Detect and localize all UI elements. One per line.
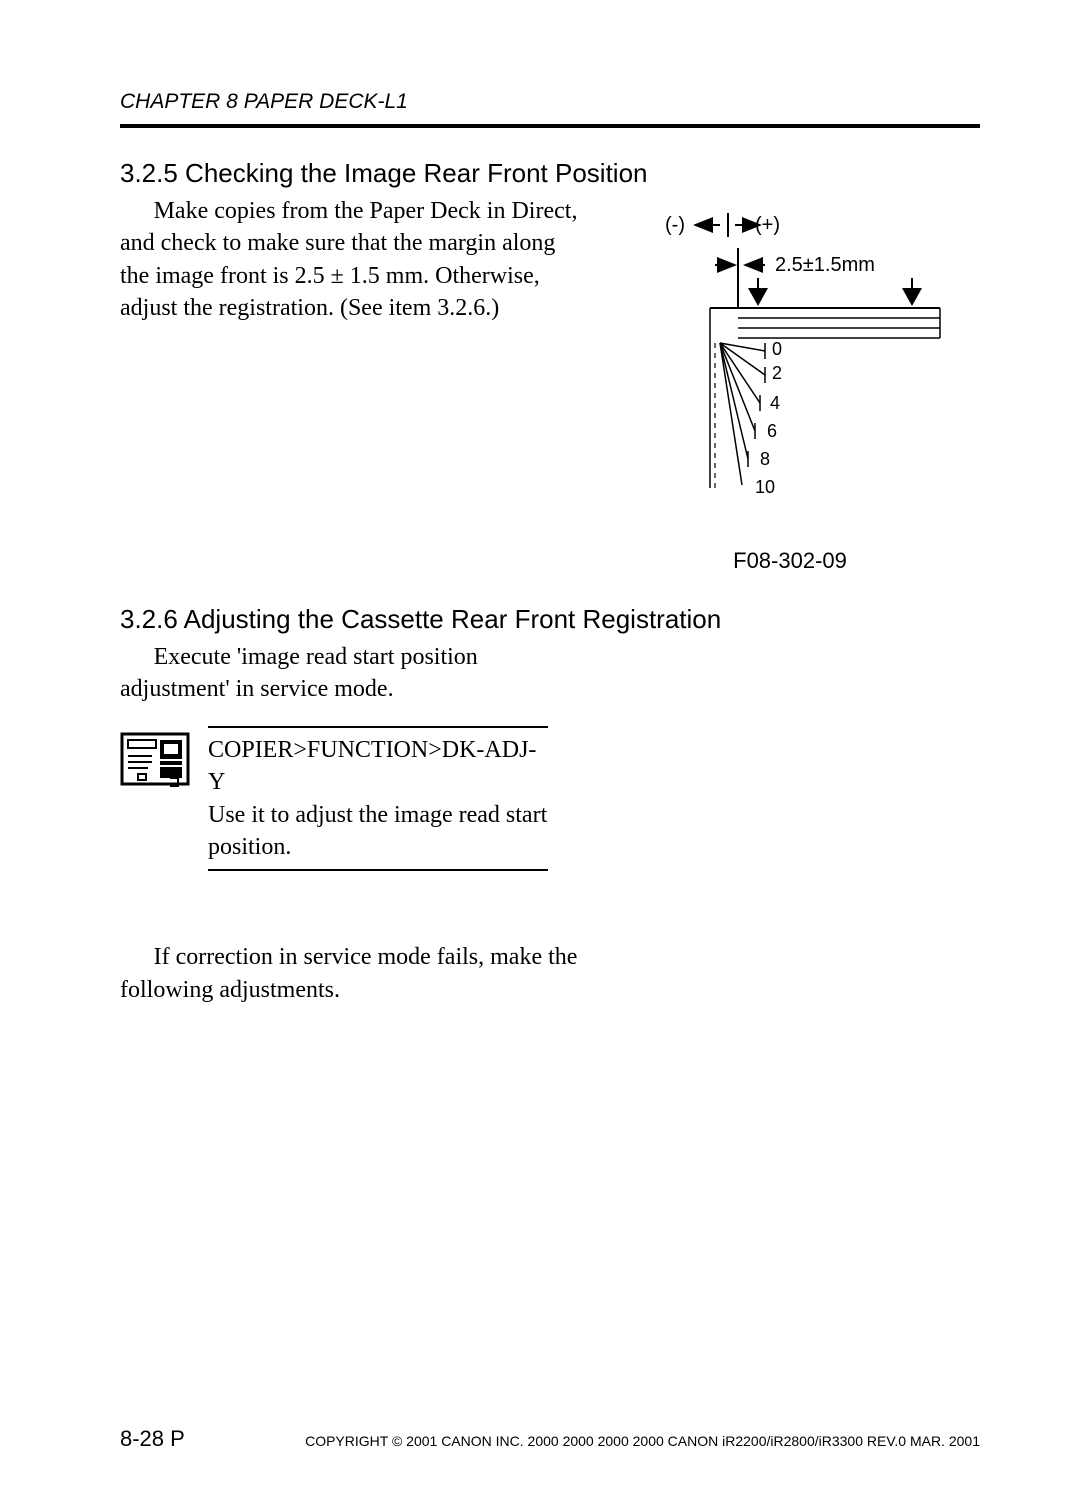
header-rule [120, 124, 980, 128]
figure-caption: F08-302-09 [620, 548, 960, 574]
minus-label: (-) [665, 214, 685, 236]
page-number: 8-28 P [120, 1426, 185, 1452]
running-head: CHAPTER 8 PAPER DECK-L1 [120, 90, 980, 114]
tolerance-label: 2.5±1.5mm [775, 254, 875, 276]
section-326-followup: If correction in service mode fails, mak… [120, 941, 580, 1006]
scale-10: 10 [755, 477, 775, 497]
scale-6: 6 [767, 421, 777, 441]
scale-0: 0 [772, 339, 782, 359]
service-mode-note: COPIER>FUNCTION>DK-ADJ-Y Use it to adjus… [120, 726, 980, 872]
section-325-body: Make copies from the Paper Deck in Direc… [120, 195, 580, 325]
section-326-title: 3.2.6 Adjusting the Cassette Rear Front … [120, 604, 980, 635]
copier-icon [120, 726, 190, 796]
margin-diagram-svg: (-) (+) 2.5±1.5mm [620, 203, 960, 533]
scale-4: 4 [770, 393, 780, 413]
section-325-title: 3.2.5 Checking the Image Rear Front Posi… [120, 158, 980, 189]
service-mode-text: COPIER>FUNCTION>DK-ADJ-Y Use it to adjus… [208, 726, 548, 872]
scale-8: 8 [760, 449, 770, 469]
service-path: COPIER>FUNCTION>DK-ADJ-Y [208, 737, 536, 795]
figure-f08-302-09: (-) (+) 2.5±1.5mm [620, 203, 960, 574]
section-326-body: Execute 'image read start position adjus… [120, 641, 580, 706]
section-325-content: Make copies from the Paper Deck in Direc… [120, 195, 980, 574]
copyright-line: COPYRIGHT © 2001 CANON INC. 2000 2000 20… [305, 1433, 980, 1449]
page: CHAPTER 8 PAPER DECK-L1 3.2.5 Checking t… [0, 0, 1080, 1512]
service-desc: Use it to adjust the image read start po… [208, 802, 547, 860]
scale-2: 2 [772, 363, 782, 383]
footer: 8-28 P COPYRIGHT © 2001 CANON INC. 2000 … [120, 1426, 980, 1452]
